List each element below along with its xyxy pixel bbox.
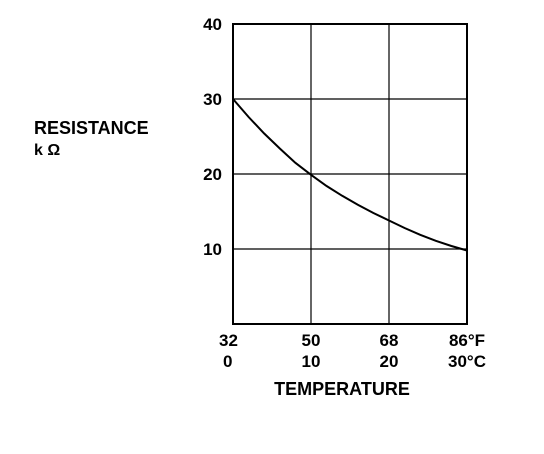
series-line	[232, 98, 468, 252]
y-tick-labels: 10 20 30 40	[203, 15, 222, 259]
x-tick-label-f: 50	[302, 331, 321, 350]
x-tick-label-f: 32	[219, 331, 238, 350]
y-tick-label: 10	[203, 240, 222, 259]
y-tick-label: 40	[203, 15, 222, 34]
x-tick-label-c: 30°C	[448, 352, 486, 371]
y-tick-label: 20	[203, 165, 222, 184]
x-tick-label-c: 20	[380, 352, 399, 371]
y-axis-unit: k Ω	[34, 142, 60, 159]
plot-frame	[232, 23, 468, 325]
x-tick-label-f: 68	[380, 331, 399, 350]
x-tick-label-c: 0	[223, 352, 232, 371]
x-tick-label-c: 10	[302, 352, 321, 371]
x-tick-labels: 32 50 68 86°F 0 10 20 30°C	[219, 331, 486, 371]
grid	[232, 23, 468, 324]
x-tick-label-f: 86°F	[449, 331, 485, 350]
y-axis-title: RESISTANCE	[34, 118, 149, 138]
x-axis-title: TEMPERATURE	[274, 379, 410, 399]
resistance-curve	[232, 98, 468, 252]
y-tick-label: 30	[203, 90, 222, 109]
